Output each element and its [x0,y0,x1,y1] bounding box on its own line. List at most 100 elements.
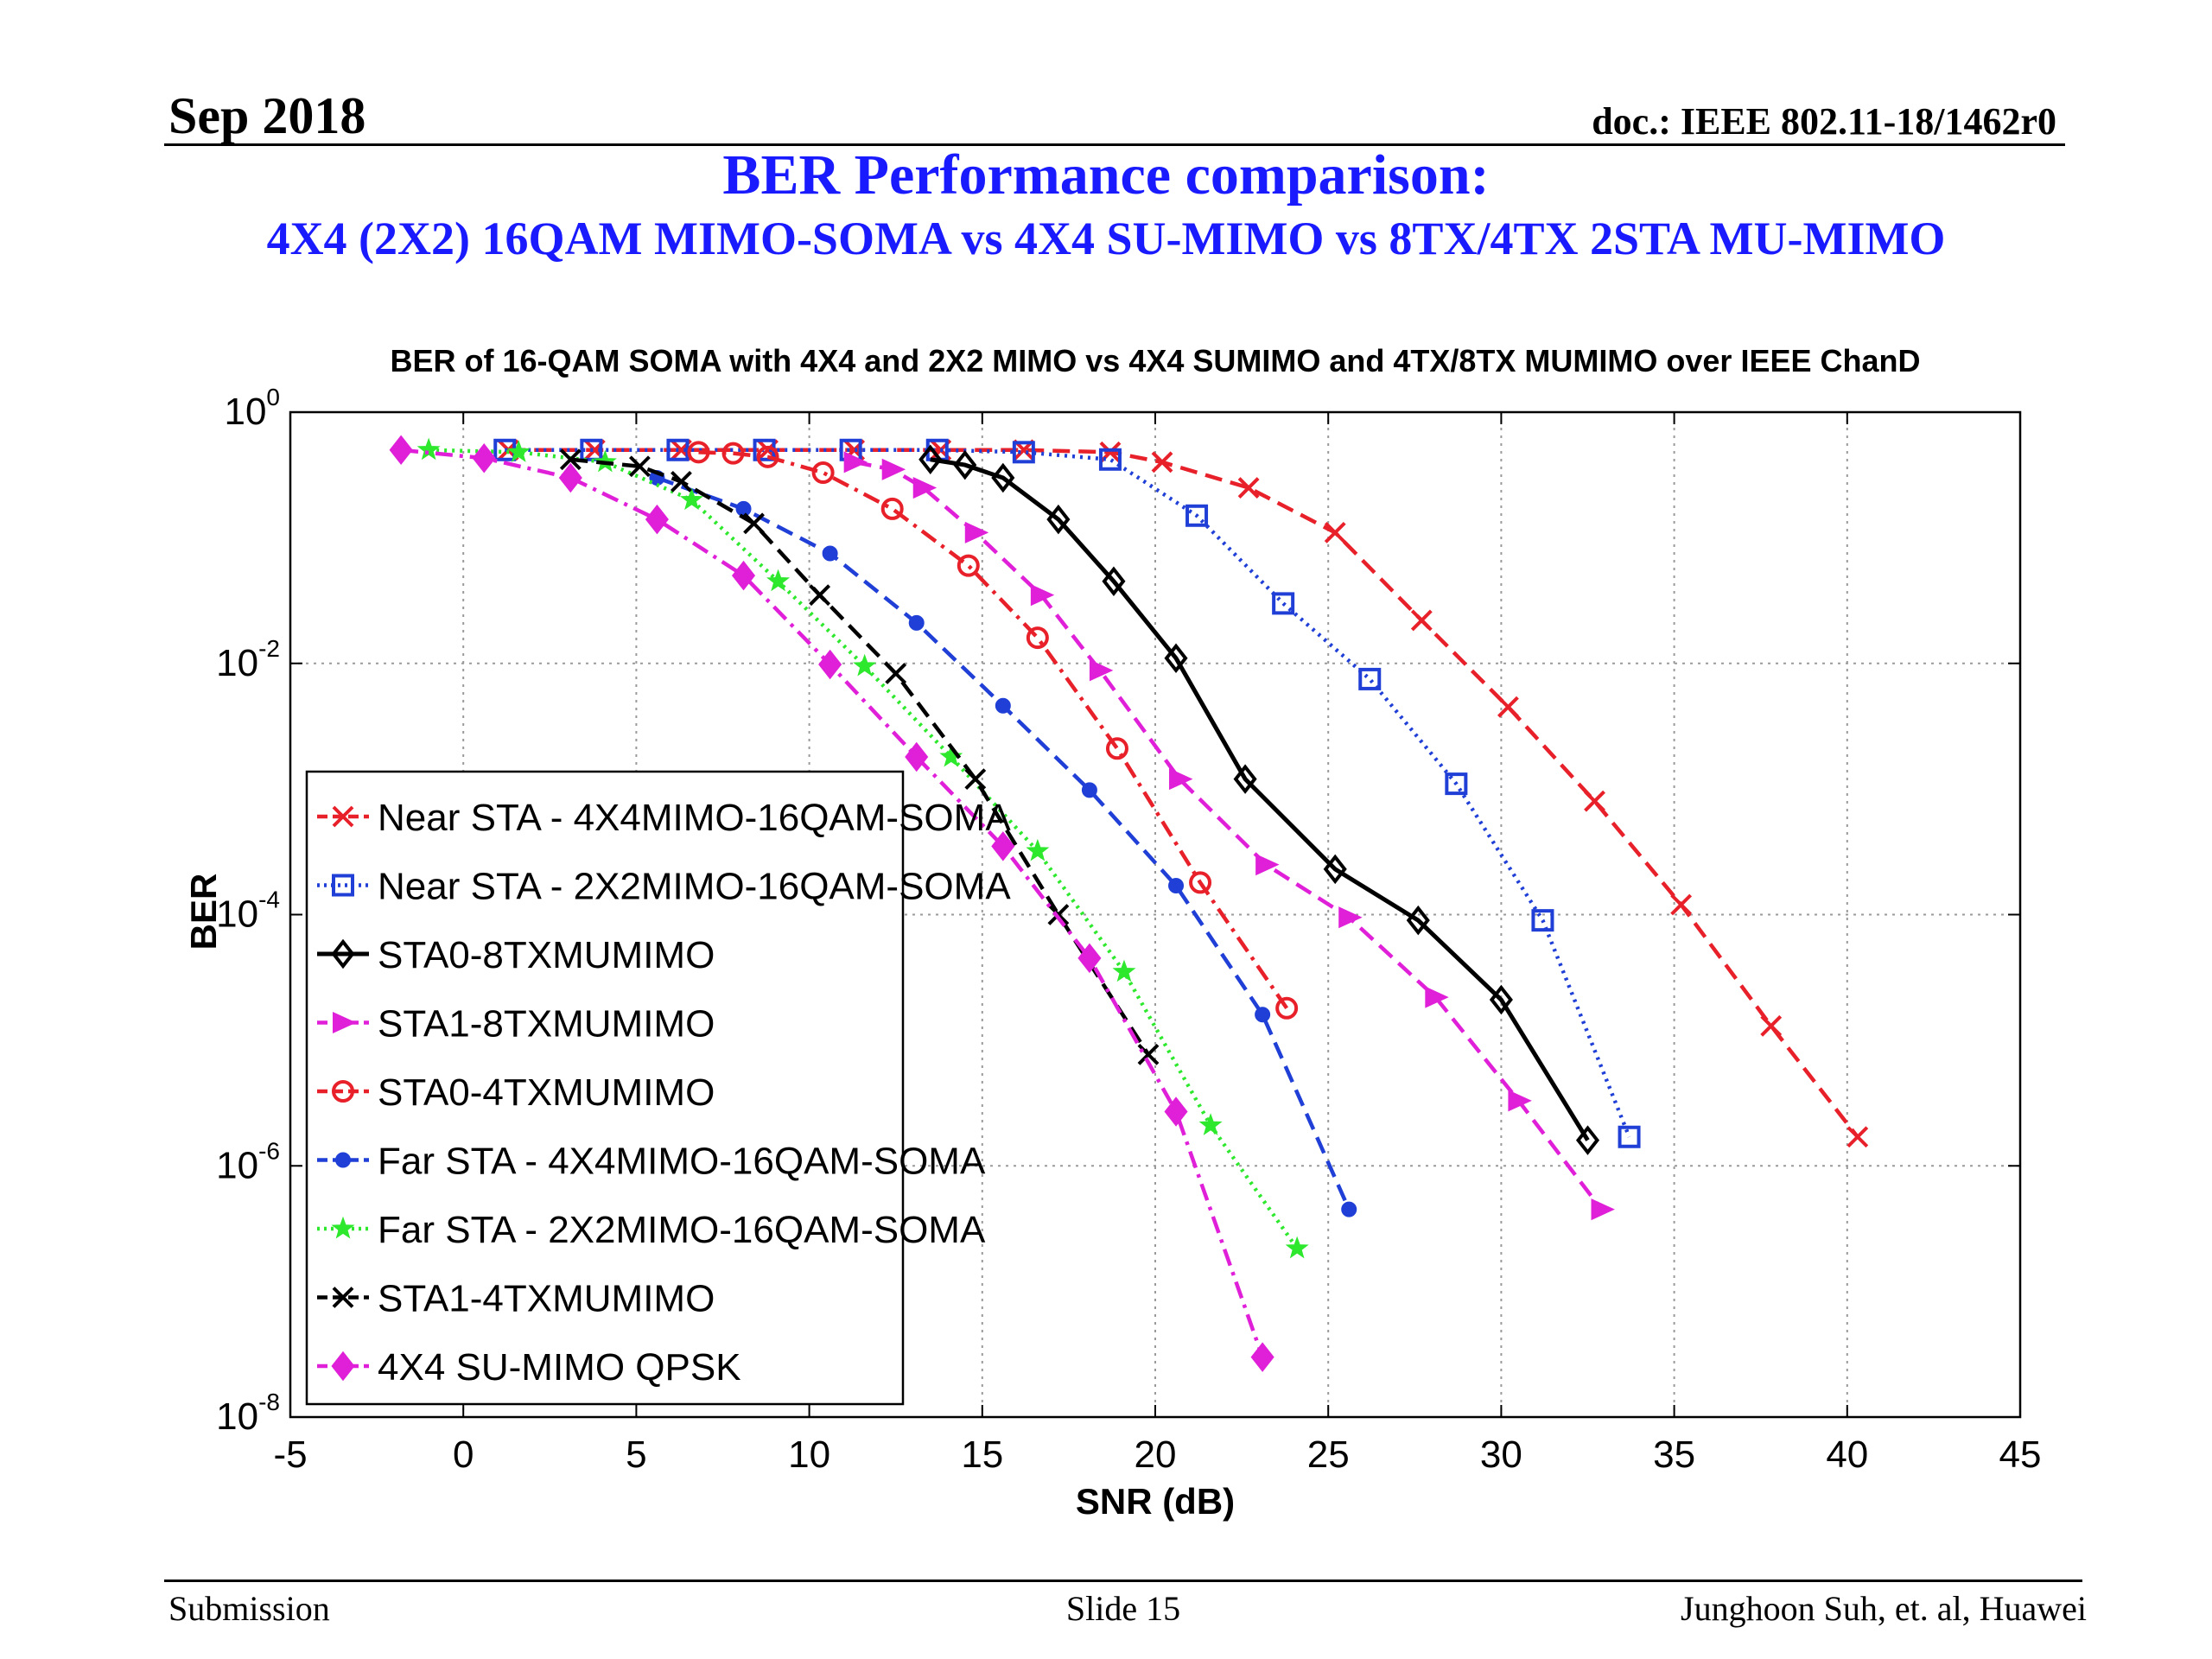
data-point [1169,768,1193,791]
data-point [628,455,651,478]
data-point [818,649,842,680]
legend-item: Near STA - 4X4MIMO-16QAM-SOMA [317,797,1011,839]
data-point [743,512,765,535]
data-point [885,663,907,684]
x-tick-label: 40 [1826,1433,1868,1476]
legend-item: 4X4 SU-MIMO QPSK [317,1346,741,1389]
data-point [1012,441,1035,464]
legend: Near STA - 4X4MIMO-16QAM-SOMA Near STA - … [305,770,1011,1406]
data-point [953,449,977,480]
legend-marker [332,874,354,897]
legend-label: Far STA - 2X2MIMO-16QAM-SOMA [378,1209,986,1251]
data-point [1102,566,1126,597]
data-point [1338,906,1363,929]
data-point [506,440,531,462]
series-9 [389,435,1274,1372]
data-point [957,554,980,577]
series-4 [843,451,1615,1221]
data-point [1341,1201,1357,1217]
x-tick-label: 0 [453,1433,474,1476]
data-point [1445,772,1468,796]
data-point [1323,854,1347,885]
data-point [1164,1096,1188,1127]
legend-label: STA0-4TXMUMIMO [378,1071,715,1114]
data-point [881,458,906,480]
data-point [1406,905,1430,936]
data-point [912,476,938,499]
x-tick-label: 25 [1307,1433,1350,1476]
footer-slide-number: Slide 15 [1065,1589,1181,1628]
series-line [930,457,1590,1141]
data-point [1584,790,1605,812]
data-point [1497,696,1519,718]
legend-item: STA0-4TXMUMIMO [317,1071,715,1114]
footer-authors: Junghoon Suh, et. al, Huawei [1681,1589,2087,1628]
x-tick-label: 10 [788,1433,830,1476]
data-point [1077,943,1102,974]
x-tick-label: 15 [961,1433,1003,1476]
legend-marker [332,1080,354,1103]
series-line [698,450,1289,1010]
data-point [735,500,752,517]
data-point [1081,782,1097,798]
legend-marker [331,1351,355,1382]
data-point [1489,984,1513,1015]
series-5 [687,441,1299,1020]
header-date: Sep 2018 [168,87,366,144]
data-point [1047,904,1070,925]
data-point [1185,504,1209,527]
data-point [580,438,603,461]
data-point [991,831,1015,861]
data-point [1026,838,1050,861]
data-point [1760,1014,1783,1037]
data-point [679,487,703,511]
y-tick-label: 10-2 [216,635,280,684]
legend-item: Near STA - 2X2MIMO-16QAM-SOMA [317,866,1011,908]
data-point [1272,592,1295,615]
data-point [1237,477,1260,499]
data-point [1508,1090,1532,1112]
data-point [1137,1043,1160,1065]
slide-title: BER Performance comparison: [722,143,1490,207]
legend-label: STA1-4TXMUMIMO [378,1278,715,1320]
slide-subtitle: 4X4 (2X2) 16QAM MIMO-SOMA vs 4X4 SU-MIMO… [266,213,1946,264]
data-point [1847,1126,1869,1148]
data-point [918,444,943,475]
x-tick-label: 35 [1653,1433,1695,1476]
y-tick-label: 10-4 [216,887,280,936]
legend-label: Far STA - 4X4MIMO-16QAM-SOMA [378,1141,986,1183]
legend-item: STA0-8TXMUMIMO [317,934,715,976]
x-axis-label: SNR (dB) [1076,1481,1235,1522]
legend-label: STA1-8TXMUMIMO [378,1003,715,1046]
data-point [1591,1198,1615,1221]
data-point [1324,521,1346,543]
data-point [721,442,745,465]
legend-box [305,770,905,1406]
data-point [645,504,669,535]
series-3 [918,444,1600,1155]
data-point [995,697,1011,714]
data-point [964,768,987,791]
data-point [1168,877,1185,893]
data-point [756,445,779,468]
data-point [908,614,925,631]
data-point [389,435,413,465]
data-point [1046,504,1071,535]
header-doc-id: doc.: IEEE 802.11-18/1462r0 [1592,100,2056,143]
data-point [853,653,877,677]
x-tick-label: 30 [1480,1433,1522,1476]
y-axis-label: BER [183,874,224,950]
data-point [1255,1007,1271,1023]
data-point [1026,626,1049,650]
data-point [1233,764,1257,794]
data-point [731,560,756,591]
data-point [1198,1113,1223,1135]
data-point [666,438,690,461]
series-layer [389,435,1869,1372]
data-point [809,584,831,607]
data-point [1250,1342,1274,1372]
y-tick-label: 100 [224,384,280,433]
chart-title: BER of 16-QAM SOMA with 4X4 and 2X2 MIMO… [391,343,1921,378]
header-divider [164,143,2065,146]
legend-marker [332,1287,354,1308]
